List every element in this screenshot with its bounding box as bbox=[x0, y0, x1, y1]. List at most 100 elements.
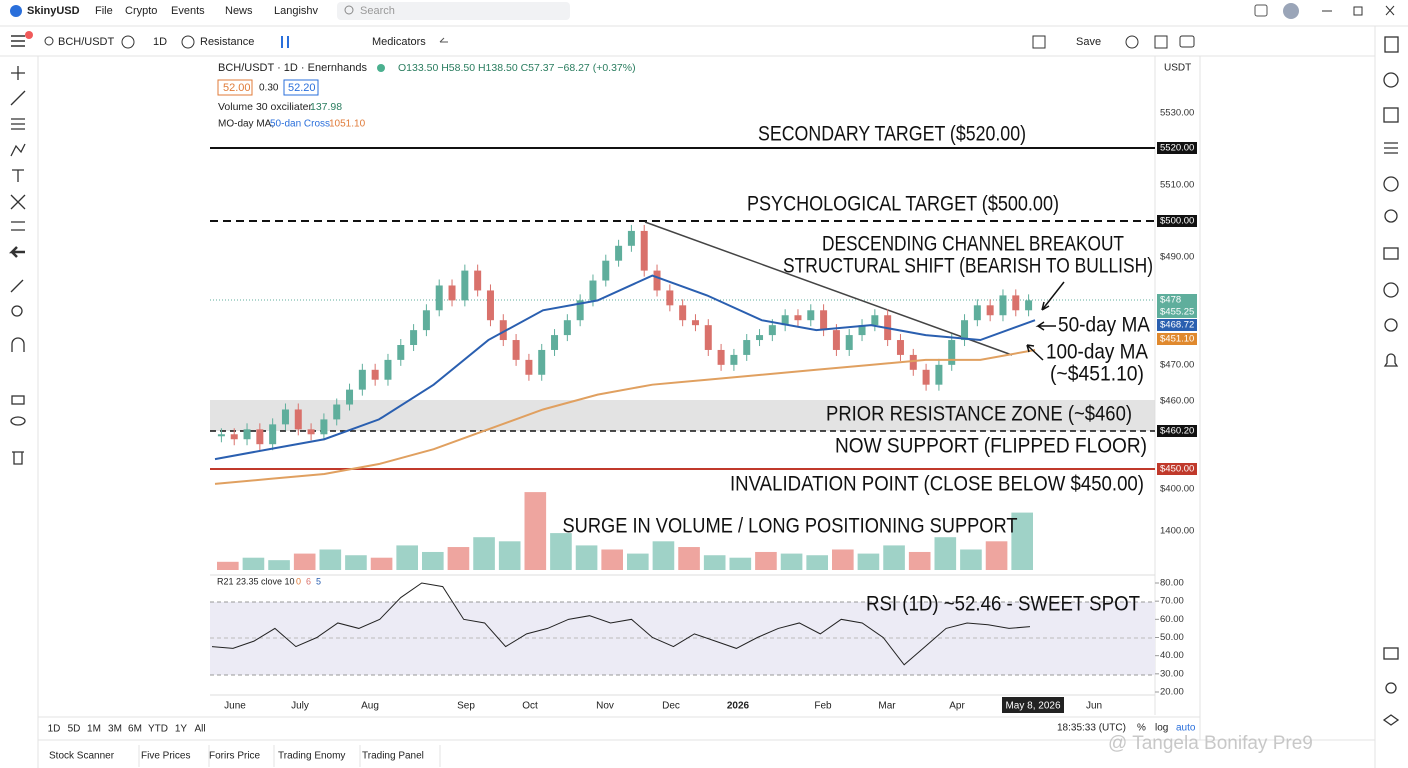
symbol[interactable]: BCH/USDT bbox=[58, 36, 115, 48]
layers-icon[interactable] bbox=[1382, 714, 1400, 726]
search-box[interactable] bbox=[337, 2, 570, 20]
alerts-icon[interactable] bbox=[1383, 72, 1399, 88]
legend-mid: 0.30 bbox=[259, 83, 279, 94]
pattern-tool[interactable] bbox=[10, 143, 26, 157]
arrow bbox=[1026, 344, 1044, 361]
annotation: 50-day MA bbox=[1058, 314, 1150, 337]
range-button[interactable]: 5D bbox=[68, 724, 81, 735]
candle bbox=[640, 230, 648, 271]
logo-icon bbox=[10, 5, 22, 17]
chart-type-icon[interactable] bbox=[281, 36, 289, 48]
range-button[interactable]: 1D bbox=[48, 724, 61, 735]
back-tool[interactable] bbox=[8, 246, 25, 258]
candle bbox=[525, 359, 533, 375]
indicator[interactable]: Resistance bbox=[200, 36, 254, 48]
chat-icon[interactable] bbox=[1383, 247, 1399, 260]
annotation: INVALIDATION POINT (CLOSE BELOW $450.00) bbox=[730, 473, 1144, 496]
range-button[interactable]: YTD bbox=[148, 724, 168, 735]
menu-item[interactable]: Events bbox=[171, 5, 205, 17]
delete-tool[interactable] bbox=[12, 451, 24, 465]
interval[interactable]: 1D bbox=[153, 36, 167, 48]
maximize[interactable] bbox=[1353, 6, 1363, 16]
range-button[interactable]: 1Y bbox=[175, 724, 188, 735]
bottom-tab[interactable]: Forirs Price bbox=[209, 751, 261, 762]
layout-icon[interactable] bbox=[1032, 35, 1046, 49]
auto-toggle[interactable]: auto bbox=[1176, 723, 1196, 734]
time-label: Aug bbox=[361, 701, 379, 712]
add-icon[interactable] bbox=[121, 35, 135, 49]
zoom-tool[interactable] bbox=[11, 305, 23, 317]
settings-icon[interactable] bbox=[1125, 35, 1139, 49]
menu-item[interactable]: Langishv bbox=[274, 5, 319, 17]
camera-icon[interactable] bbox=[1179, 35, 1195, 48]
time-label: Dec bbox=[662, 701, 680, 712]
bell-icon[interactable] bbox=[1383, 353, 1399, 367]
candle bbox=[973, 305, 981, 321]
streams-icon[interactable] bbox=[1383, 282, 1399, 298]
candle bbox=[281, 409, 289, 425]
bottom-tab[interactable]: Five Prices bbox=[141, 751, 190, 762]
crosshair-tool[interactable] bbox=[11, 66, 25, 80]
rsi-tick-label: 70.00 bbox=[1160, 596, 1184, 607]
range-button[interactable]: All bbox=[194, 724, 205, 735]
bottom-tab[interactable]: Stock Scanner bbox=[49, 751, 115, 762]
menu-icon[interactable] bbox=[11, 35, 25, 47]
close[interactable] bbox=[1385, 5, 1395, 16]
measure-tool[interactable] bbox=[11, 221, 25, 231]
value-box bbox=[283, 79, 319, 96]
range-button[interactable]: 3M bbox=[108, 724, 122, 735]
fullscreen-icon[interactable] bbox=[1154, 35, 1168, 49]
avatar[interactable] bbox=[1283, 3, 1299, 19]
ideas-icon[interactable] bbox=[1383, 176, 1399, 192]
menu-item[interactable]: Crypto bbox=[125, 5, 157, 17]
chat-icon[interactable] bbox=[1254, 4, 1268, 17]
annotation: SURGE IN VOLUME / LONG POSITIONING SUPPO… bbox=[563, 515, 1018, 538]
percent-toggle[interactable]: % bbox=[1137, 723, 1146, 734]
trendline-tool[interactable] bbox=[10, 90, 26, 106]
bulb-icon[interactable] bbox=[1384, 209, 1398, 223]
notifications-icon[interactable] bbox=[1384, 318, 1398, 332]
lock-tool[interactable] bbox=[11, 395, 25, 405]
range-button[interactable]: 6M bbox=[128, 724, 142, 735]
menu-item[interactable]: News bbox=[225, 5, 253, 17]
watchlist-icon[interactable] bbox=[1384, 36, 1399, 53]
calendar-icon[interactable] bbox=[1383, 107, 1399, 123]
broadcast-icon[interactable] bbox=[1385, 682, 1397, 694]
candle bbox=[294, 409, 302, 430]
medicators[interactable]: Medicators bbox=[372, 36, 426, 48]
candle bbox=[999, 295, 1007, 316]
price-tag bbox=[1157, 306, 1197, 318]
log-toggle[interactable]: log bbox=[1155, 723, 1168, 734]
magnet-tool[interactable] bbox=[11, 337, 25, 352]
bottom-tab[interactable]: Trading Enomy bbox=[278, 751, 345, 762]
price-tag bbox=[1157, 215, 1197, 227]
forecast-tool[interactable] bbox=[10, 194, 26, 210]
volume-bar bbox=[678, 547, 700, 570]
candle bbox=[551, 335, 559, 350]
volume-bar bbox=[293, 553, 316, 570]
candle bbox=[807, 310, 815, 321]
undo[interactable] bbox=[439, 37, 448, 43]
bottom-tab[interactable]: Trading Panel bbox=[362, 751, 424, 762]
menu-item[interactable]: File bbox=[95, 5, 113, 17]
ruler-tool[interactable] bbox=[10, 279, 24, 293]
range-button[interactable]: 1M bbox=[87, 724, 101, 735]
time-label: Nov bbox=[596, 701, 614, 712]
list-icon[interactable] bbox=[1384, 142, 1398, 154]
annotation: (~$451.10) bbox=[1050, 363, 1144, 386]
logo[interactable]: SkinyUSD bbox=[27, 5, 80, 17]
price-tag bbox=[1157, 319, 1197, 331]
text-tool[interactable] bbox=[12, 169, 24, 182]
candle bbox=[474, 270, 482, 291]
help-icon[interactable] bbox=[1383, 647, 1399, 660]
rsi-tick-label: 30.00 bbox=[1160, 668, 1184, 679]
arrow bbox=[1035, 321, 1056, 331]
volume-bar bbox=[396, 545, 418, 570]
fib-tool[interactable] bbox=[11, 118, 25, 130]
save[interactable]: Save bbox=[1076, 36, 1101, 48]
candle bbox=[307, 429, 315, 435]
price-tag bbox=[1157, 463, 1197, 475]
hide-tool[interactable] bbox=[10, 416, 26, 426]
price-label: $470.00 bbox=[1160, 360, 1194, 371]
